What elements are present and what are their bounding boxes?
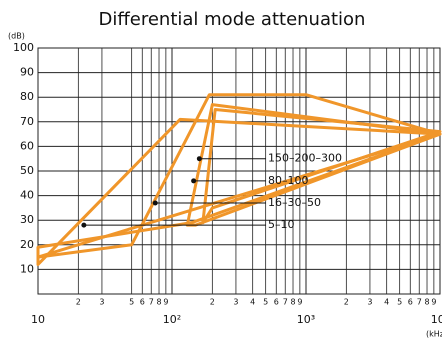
y-axis-label: (dB) [8, 32, 25, 41]
attenuation-band [201, 108, 442, 225]
y-tick-label: 10 [20, 262, 34, 275]
x-minor-tick-label: 4 [250, 298, 255, 307]
x-minor-tick-label: 5 [263, 298, 268, 307]
x-minor-tick-label: 3 [99, 298, 104, 307]
y-tick-label: 40 [20, 189, 34, 202]
x-tick-label: 10² [163, 313, 181, 326]
x-minor-tick-label: 9 [431, 298, 436, 307]
x-minor-tick-label: 2 [76, 298, 81, 307]
y-tick-label: 90 [20, 66, 34, 79]
x-minor-tick-label: 6 [274, 298, 279, 307]
x-minor-tick-label: 8 [156, 298, 161, 307]
chart-title: Differential mode attenuation [99, 9, 366, 30]
attenuation-band [36, 117, 442, 266]
x-tick-label: 10³ [297, 313, 315, 326]
y-tick-label: 60 [20, 139, 34, 152]
x-minor-tick-label: 4 [384, 298, 389, 307]
plot-frame [37, 47, 441, 295]
x-minor-tick-label: 6 [140, 298, 145, 307]
x-minor-tick-label: 5 [129, 298, 134, 307]
x-minor-tick-label: 9 [297, 298, 302, 307]
marker-dot [81, 222, 87, 228]
x-minor-tick-label: 6 [408, 298, 413, 307]
series-label: 80–100 [268, 174, 309, 187]
x-tick-label: 10 [31, 313, 45, 326]
x-tick-label: 10⁴ [431, 313, 442, 326]
marker-dot [196, 156, 202, 162]
x-minor-tick-label: 7 [149, 298, 154, 307]
x-minor-tick-label: 8 [424, 298, 429, 307]
series-label: 16–30–50 [268, 196, 321, 209]
x-minor-tick-label: 5 [397, 298, 402, 307]
y-tick-label: 100 [13, 41, 34, 54]
x-minor-tick-label: 2 [210, 298, 215, 307]
y-tick-label: 80 [20, 90, 34, 103]
marker-dot [191, 178, 197, 184]
x-minor-tick-label: 2 [344, 298, 349, 307]
series-label: 5–10 [268, 218, 295, 231]
series-label: 150–200–300 [268, 152, 342, 165]
x-minor-tick-label: 8 [290, 298, 295, 307]
attenuation-band [36, 93, 442, 259]
marker-dot [152, 200, 158, 206]
y-tick-label: 20 [20, 238, 34, 251]
x-minor-tick-label: 9 [163, 298, 168, 307]
x-minor-tick-label: 7 [283, 298, 288, 307]
x-axis-label: (kHz) [426, 330, 442, 339]
x-minor-tick-label: 3 [233, 298, 238, 307]
y-tick-label: 70 [20, 115, 34, 128]
y-tick-label: 30 [20, 213, 34, 226]
y-tick-label: 50 [20, 164, 34, 177]
x-minor-tick-label: 3 [367, 298, 372, 307]
x-minor-tick-label: 7 [417, 298, 422, 307]
